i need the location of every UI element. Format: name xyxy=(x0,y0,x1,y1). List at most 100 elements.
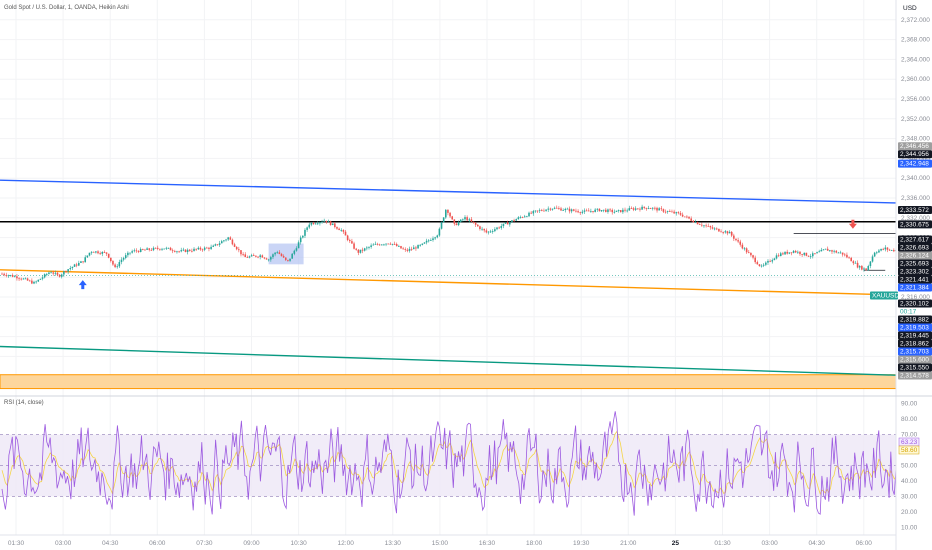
candle-body xyxy=(174,251,176,252)
price-tick-label: 2,372.000 xyxy=(901,17,930,24)
candle-body xyxy=(677,212,680,214)
candle-body xyxy=(502,223,505,227)
candle-body xyxy=(43,274,46,278)
candle-body xyxy=(257,256,259,258)
candle-body xyxy=(605,209,607,212)
rsi-title: RSI (14, close) xyxy=(4,400,44,406)
candle-body xyxy=(18,278,20,280)
candle-body xyxy=(167,247,170,249)
sell-arrow-icon[interactable] xyxy=(848,219,857,229)
candle-body xyxy=(890,250,893,251)
price-axis-label: 2,330.675 xyxy=(900,221,929,228)
candle-body xyxy=(451,216,454,220)
candle-body xyxy=(788,252,791,254)
blue-channel-line[interactable] xyxy=(0,179,897,204)
candle-body xyxy=(99,253,101,255)
candle-body xyxy=(69,268,72,270)
candle-body xyxy=(615,210,618,212)
candle-body xyxy=(730,231,733,236)
candle-body xyxy=(743,248,746,250)
candle-body xyxy=(393,243,396,245)
candle-body xyxy=(587,210,590,212)
time-tick-label: 03:00 xyxy=(761,540,778,547)
candle-body xyxy=(596,208,599,210)
time-tick-label: 03:00 xyxy=(55,540,72,547)
candle-body xyxy=(359,249,362,253)
candle-body xyxy=(551,208,554,210)
candle-body xyxy=(438,228,441,236)
candle-body xyxy=(686,216,688,218)
candle-body xyxy=(135,250,138,252)
candle-body xyxy=(459,219,462,223)
price-axis-label-bg xyxy=(898,347,932,356)
candle-body xyxy=(747,252,750,254)
candle-body xyxy=(92,251,95,253)
candle-body xyxy=(581,211,584,213)
candle-body xyxy=(526,216,528,218)
candle-body xyxy=(248,256,251,258)
candle-body xyxy=(850,257,852,262)
candle-body xyxy=(590,211,592,212)
price-axis-label-bg xyxy=(898,142,932,151)
candle-body xyxy=(306,227,308,230)
candle-body xyxy=(276,252,279,254)
price-tick-label: 2,348.000 xyxy=(901,136,930,143)
candle-body xyxy=(316,223,319,225)
candle-body xyxy=(120,259,123,263)
candle-body xyxy=(585,210,588,212)
candle-body xyxy=(735,238,737,241)
candle-body xyxy=(80,261,82,263)
candle-body xyxy=(299,237,302,243)
symbol-title: Gold Spot / U.S. Dollar, 1, OANDA, Heiki… xyxy=(4,5,129,11)
candle-body xyxy=(846,254,848,258)
candle-body xyxy=(560,208,562,211)
price-axis-label-bg xyxy=(898,307,932,316)
green-trendline[interactable] xyxy=(0,345,897,376)
orange-trendline[interactable] xyxy=(0,269,897,296)
demand-zone[interactable] xyxy=(0,374,897,390)
price-tick-label: 2,368.000 xyxy=(901,37,930,44)
price-axis-labels: 2,346.4562,344.9562,342.9482,333.5722,33… xyxy=(870,142,932,380)
candle-body xyxy=(692,220,695,223)
candle-body xyxy=(543,210,545,212)
currency-label[interactable]: USD xyxy=(903,5,917,12)
price-axis-label: 2,318.862 xyxy=(900,340,929,347)
candle-body xyxy=(378,244,381,246)
price-tick-label: 2,360.000 xyxy=(901,76,930,83)
candle-body xyxy=(468,219,471,221)
candle-body xyxy=(861,266,863,270)
candle-body xyxy=(818,251,820,253)
candle-body xyxy=(487,231,490,233)
candle-body xyxy=(532,211,535,214)
candle-body xyxy=(856,262,859,268)
price-axis-label-bg xyxy=(898,363,932,372)
consolidation-box[interactable] xyxy=(268,243,304,265)
price-axis-label: 2,315.600 xyxy=(900,356,929,363)
candle-body xyxy=(184,249,187,252)
price-axis-label: 2,326.693 xyxy=(900,244,929,251)
candle-body xyxy=(688,216,690,219)
candle-body xyxy=(715,228,718,230)
candle-body xyxy=(741,244,744,249)
candle-body xyxy=(163,248,165,250)
candle-body xyxy=(139,248,142,253)
candle-body xyxy=(159,248,161,250)
candle-body xyxy=(651,207,654,209)
candle-body xyxy=(182,249,185,251)
candle-body xyxy=(562,210,564,211)
buy-arrow-icon[interactable] xyxy=(78,280,87,290)
price-axis-label: 2,333.572 xyxy=(900,207,929,214)
candle-body xyxy=(214,244,217,246)
candle-body xyxy=(549,208,552,210)
rsi-line xyxy=(1,411,897,516)
candle-body xyxy=(782,253,784,255)
candle-body xyxy=(611,209,614,213)
time-tick-label: 10:30 xyxy=(290,540,307,547)
candle-body xyxy=(235,246,238,250)
candle-body xyxy=(863,268,865,270)
candle-body xyxy=(440,222,443,229)
candle-body xyxy=(577,211,579,213)
candle-body xyxy=(824,248,827,250)
candle-body xyxy=(366,247,368,249)
